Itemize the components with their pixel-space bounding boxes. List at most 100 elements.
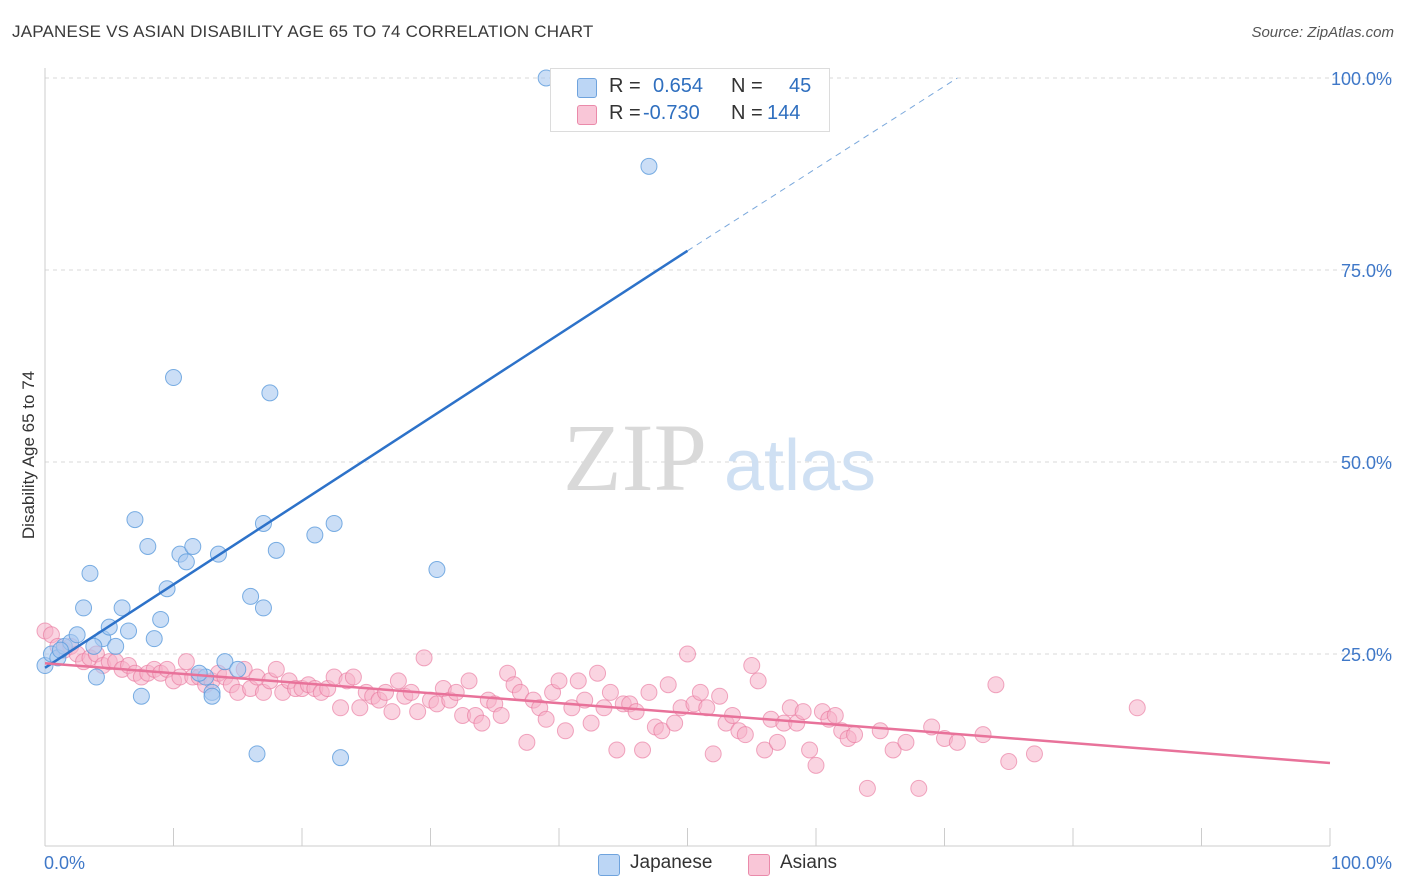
n-label: N = <box>731 75 763 97</box>
source-label: Source: ZipAtlas.com <box>1251 24 1394 41</box>
asians-point <box>582 714 600 732</box>
asians-point <box>846 726 864 744</box>
asians-point <box>569 672 587 690</box>
asians-point <box>332 699 350 717</box>
asians-point <box>383 703 401 721</box>
asians-points <box>36 622 1146 797</box>
asians-point <box>871 722 889 740</box>
asians-point <box>1025 745 1043 763</box>
asians-point <box>608 741 626 759</box>
asians-point <box>948 733 966 751</box>
n-label: N = <box>731 102 763 124</box>
asians-point <box>447 683 465 701</box>
r-label: R = <box>609 102 641 124</box>
japanese-point <box>325 514 343 532</box>
asians-point <box>389 672 407 690</box>
japanese-point <box>203 687 221 705</box>
asians-point <box>537 710 555 728</box>
japanese-point <box>81 564 99 582</box>
r-label: R = <box>609 75 641 97</box>
japanese-point <box>68 626 86 644</box>
asians-point <box>826 706 844 724</box>
japanese-trend-line <box>44 249 689 669</box>
asians-point <box>666 714 684 732</box>
tick-labels: 25.0% 50.0% 75.0% 100.0% 0.0% 100.0% <box>44 69 1392 873</box>
asians-point <box>415 649 433 667</box>
trend-lines <box>44 77 1331 765</box>
asians-point <box>601 683 619 701</box>
japanese-point <box>229 660 247 678</box>
japanese-point <box>428 561 446 579</box>
japanese-point <box>51 641 69 659</box>
legend-row-japanese: R = 0.654 N = 45 <box>551 74 829 100</box>
japanese-point <box>267 541 285 559</box>
japanese-point <box>165 369 182 387</box>
japanese-swatch <box>577 78 597 98</box>
asians-point <box>653 722 671 740</box>
japanese-point <box>126 511 144 529</box>
asians-point <box>704 745 722 763</box>
asians-trend-line <box>44 661 1331 765</box>
asians-point <box>1000 753 1018 771</box>
asians-point <box>409 703 427 721</box>
asians-point <box>1128 699 1146 717</box>
japanese-trend-extension <box>687 77 958 252</box>
japanese-point <box>190 664 208 682</box>
asians-point <box>801 741 819 759</box>
y-tick-label: 25.0% <box>1341 645 1392 665</box>
x-tick-label: 0.0% <box>44 853 85 873</box>
asians-point <box>756 741 774 759</box>
japanese-point <box>254 599 272 617</box>
asians-point <box>736 726 754 744</box>
y-tick-label: 100.0% <box>1331 69 1392 89</box>
japanese-point <box>306 526 324 544</box>
asians-point <box>627 703 645 721</box>
asians-point <box>659 676 677 694</box>
n-value: 45 <box>789 75 812 97</box>
n-value: 144 <box>767 102 801 124</box>
asians-point <box>640 683 658 701</box>
asians-swatch <box>577 105 597 125</box>
japanese-point <box>139 537 157 555</box>
grid-lines <box>45 77 1392 655</box>
asians-point <box>711 687 729 705</box>
asians-point <box>518 733 536 751</box>
y-tick-label: 75.0% <box>1341 261 1392 281</box>
asians-point <box>556 722 574 740</box>
japanese-points <box>36 69 658 767</box>
asians-point <box>794 703 812 721</box>
asians-point <box>377 683 395 701</box>
asians-point <box>691 683 709 701</box>
asians-point <box>884 741 902 759</box>
asians-point <box>768 733 786 751</box>
japanese-point <box>242 587 260 605</box>
asians-point <box>267 660 285 678</box>
asians-legend-swatch <box>748 854 770 876</box>
japanese-point <box>640 157 658 175</box>
watermark-atlas: atlas <box>724 426 876 506</box>
chart-title: JAPANESE VS ASIAN DISABILITY AGE 65 TO 7… <box>12 22 594 41</box>
asians-point <box>473 714 491 732</box>
asians-point <box>351 699 369 717</box>
x-tick-label: 100.0% <box>1331 853 1392 873</box>
stats-legend: R = 0.654 N = 45 R = -0.730 N = 144 <box>550 68 830 132</box>
japanese-point <box>120 622 138 640</box>
asians-point <box>550 672 568 690</box>
japanese-point <box>107 637 125 655</box>
watermark-zip: ZIP <box>563 404 707 511</box>
asians-point <box>910 779 928 797</box>
y-tick-label: 50.0% <box>1341 453 1392 473</box>
japanese-point <box>87 668 105 686</box>
asians-point <box>177 653 195 671</box>
asians-point <box>460 672 478 690</box>
japanese-point <box>75 599 93 617</box>
asians-point <box>679 645 696 663</box>
asians-legend-label: Asians <box>780 852 838 873</box>
asians-point <box>492 706 510 724</box>
asians-point <box>344 668 362 686</box>
asians-point <box>634 741 652 759</box>
axes <box>44 68 1331 847</box>
asians-point <box>897 733 915 751</box>
japanese-point <box>132 687 150 705</box>
